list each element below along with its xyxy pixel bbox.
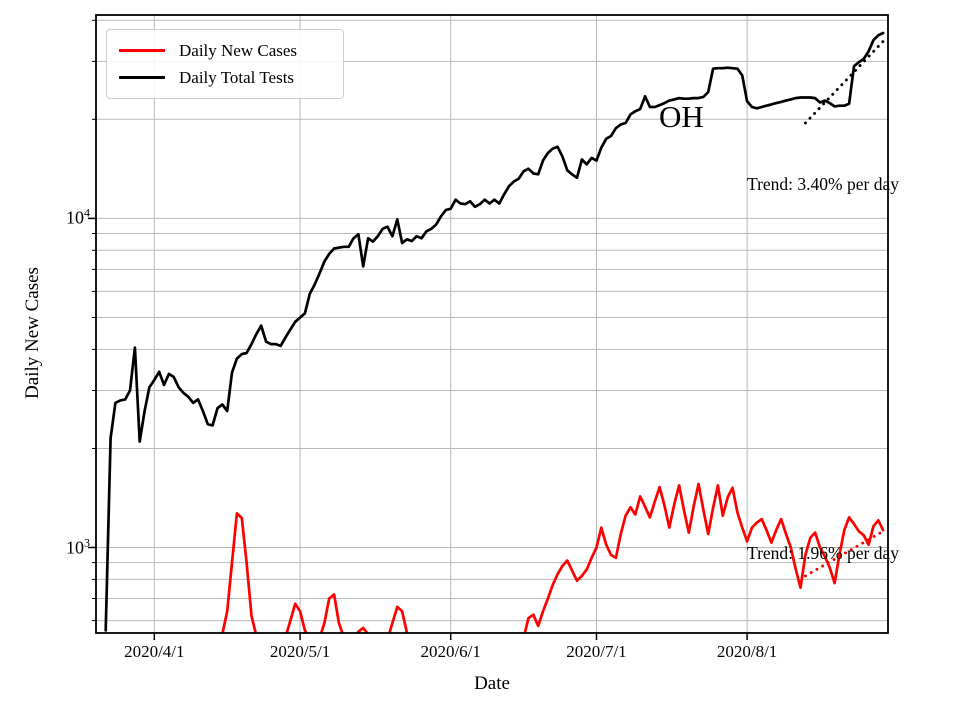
x-tick-label-june: 2020/6/1	[420, 642, 481, 661]
trend-line-0	[803, 39, 885, 125]
series-line-0	[388, 605, 409, 633]
y-tick-label-10e4: 104	[66, 205, 90, 228]
x-tick-label-august: 2020/8/1	[716, 642, 778, 661]
legend-item-daily-total-tests: Daily Total Tests	[119, 64, 333, 91]
legend: Daily New Cases Daily Total Tests	[106, 29, 344, 99]
x-axis-title: Date	[474, 673, 510, 694]
legend-label-daily-new-cases: Daily New Cases	[179, 40, 298, 60]
x-tick-label-may: 2020/5/1	[269, 642, 331, 661]
legend-item-daily-new-cases: Daily New Cases	[119, 37, 333, 64]
series-line-0	[285, 602, 309, 633]
x-tick-label-july: 2020/7/1	[566, 642, 627, 661]
y-tick-label-10e3: 103	[66, 535, 90, 558]
trend-line-1	[803, 529, 885, 578]
red-line-swatch	[119, 49, 165, 52]
x-tick-label-april: 2020/4/1	[124, 642, 185, 661]
state-annotation: OH	[659, 99, 704, 134]
black-line-swatch	[119, 76, 165, 79]
series-line-0	[319, 593, 344, 633]
series-line-1	[104, 31, 885, 632]
series-line-0	[356, 626, 369, 633]
cases-trend-annotation: Trend: 1.96% per day	[747, 543, 899, 563]
legend-label-daily-total-tests: Daily Total Tests	[179, 67, 295, 87]
tests-trend-annotation: Trend: 3.40% per day	[747, 174, 899, 194]
series-line-0	[221, 512, 258, 633]
series-line-0	[523, 482, 885, 633]
y-axis-title: Daily New Cases	[22, 267, 43, 399]
